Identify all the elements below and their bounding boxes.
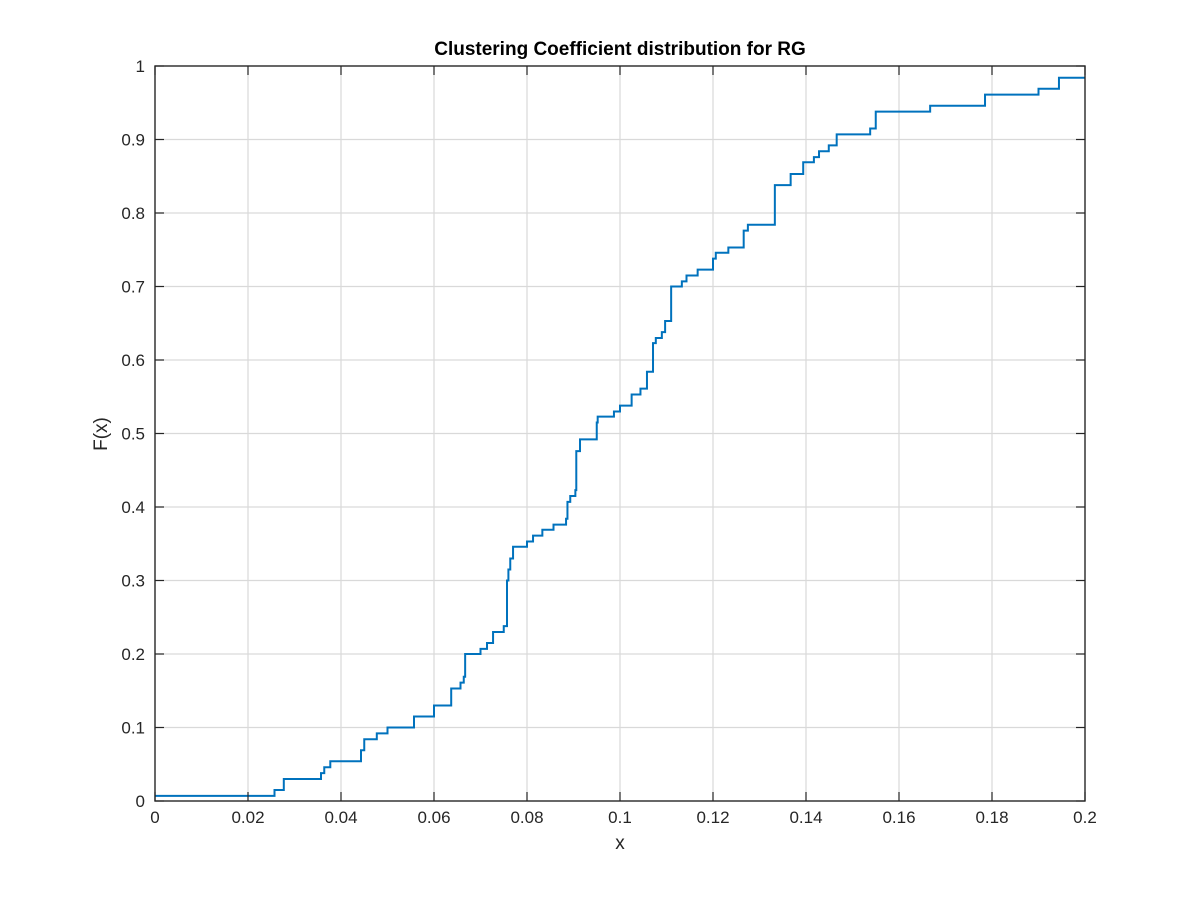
y-tick-label: 0.8: [121, 204, 145, 223]
y-axis-label: F(x): [91, 417, 112, 451]
x-tick-label: 0.12: [696, 808, 729, 827]
plot-frame: [154, 65, 1086, 802]
y-tick-label: 0.2: [121, 645, 145, 664]
x-tick-label: 0: [150, 808, 159, 827]
y-tick-label: 0.6: [121, 351, 145, 370]
x-tick-label: 0.14: [789, 808, 822, 827]
axes-layer: [154, 65, 1086, 802]
y-tick-label: 0.9: [121, 131, 145, 150]
y-tick-label: 0.1: [121, 719, 145, 738]
y-tick-label: 0: [136, 792, 145, 811]
x-tick-label: 0.16: [882, 808, 915, 827]
x-tick-label: 0.1: [608, 808, 632, 827]
x-tick-label: 0.06: [417, 808, 450, 827]
y-tick-label: 0.4: [121, 498, 145, 517]
cdf-step-line: [155, 76, 1085, 797]
y-tick-label: 0.5: [121, 425, 145, 444]
x-axis-label: x: [615, 833, 625, 854]
x-tick-label: 0.02: [231, 808, 264, 827]
series-layer: [155, 76, 1085, 797]
grid-layer: [155, 66, 1085, 801]
y-tick-label: 1: [136, 57, 145, 76]
x-tick-label: 0.08: [510, 808, 543, 827]
y-tick-label: 0.3: [121, 572, 145, 591]
tick-label-layer: 0 0.02 0.04 0.06 0.08 0.1 0.12 0.14 0.16 0.18 0.2 0…: [121, 57, 1096, 827]
x-tick-label: 0.04: [324, 808, 357, 827]
y-tick-label: 0.7: [121, 278, 145, 297]
chart-title: Clustering Coefficient distribution for …: [434, 39, 806, 60]
x-tick-label: 0.18: [975, 808, 1008, 827]
x-tick-label: 0.2: [1073, 808, 1097, 827]
